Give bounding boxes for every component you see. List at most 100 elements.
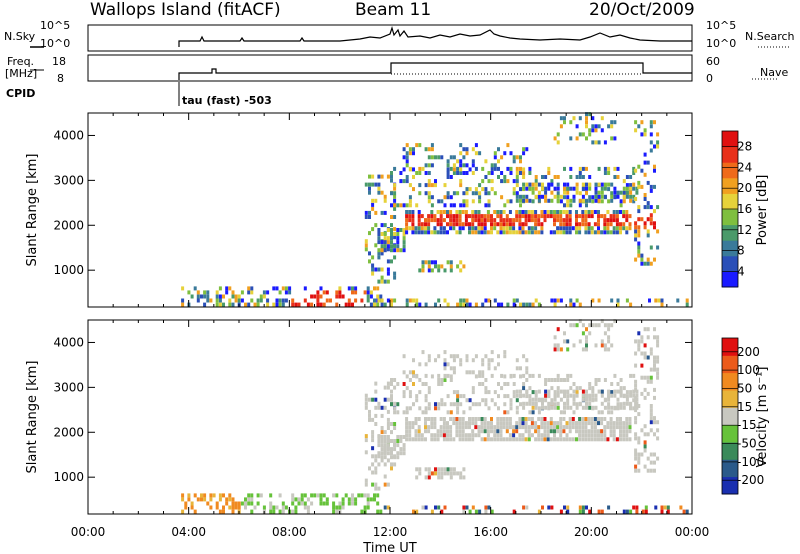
power-cell-1185 — [512, 298, 516, 303]
power-cell-667 — [449, 203, 453, 208]
velocity-cell-185 — [380, 426, 384, 430]
velocity-cell-1033 — [490, 358, 494, 363]
power-cell-448 — [530, 226, 534, 231]
power-cell-1009 — [493, 163, 497, 168]
nsearch-tick-high: 10^5 — [706, 19, 737, 32]
velocity-cell-2 — [181, 493, 185, 498]
velocity-cell-1215 — [484, 509, 488, 514]
velocity-cell-651 — [393, 378, 397, 382]
power-cell-1073 — [634, 221, 638, 226]
power-cell-1081 — [637, 241, 641, 246]
power-cell-440 — [524, 214, 528, 219]
power-cell-1154 — [390, 298, 393, 303]
velocity-cell-449 — [527, 437, 531, 442]
velocity-cell-1065 — [578, 339, 582, 344]
power-cell-1019 — [512, 155, 516, 160]
velocity-cell-867 — [625, 390, 629, 395]
velocity-cell-21 — [215, 505, 219, 510]
velocity-cell-1002 — [443, 366, 447, 371]
velocity-cell-499 — [559, 429, 563, 434]
power-cell-887 — [563, 186, 566, 191]
power-cell-628 — [405, 179, 409, 184]
velocity-colorbar-swatch-6 — [722, 372, 738, 391]
power-cell-489 — [559, 214, 563, 219]
velocity-cell-1041 — [509, 374, 513, 379]
velocity-cell-1059 — [566, 347, 570, 352]
power-cell-1051 — [591, 128, 595, 133]
power-cell-858 — [531, 182, 535, 187]
power-cell-14 — [206, 298, 210, 303]
power-cell-927 — [603, 182, 607, 187]
power-cell-1212 — [654, 298, 658, 303]
power-cell-551 — [603, 222, 607, 227]
power-cell-277 — [417, 230, 421, 235]
power-cell-874 — [547, 186, 551, 191]
power-cell-636 — [412, 175, 415, 179]
power-cell-195 — [386, 247, 390, 252]
velocity-colorbar-swatch-3 — [722, 424, 738, 443]
power-cell-972 — [427, 155, 431, 160]
velocity-cell-381 — [483, 437, 487, 442]
power-cell-1162 — [418, 302, 422, 307]
power-colorbar-swatch-9 — [722, 131, 738, 148]
power-cell-354 — [471, 226, 475, 231]
velocity-cell-1009 — [449, 354, 453, 359]
velocity-cell-543 — [587, 433, 591, 438]
velocity-cell-114 — [341, 501, 345, 506]
velocity-cell-197 — [386, 482, 390, 487]
velocity-cell-276 — [408, 425, 412, 430]
power-cell-133 — [364, 247, 368, 252]
power-cell-473 — [549, 214, 553, 219]
power-cell-468 — [543, 214, 547, 219]
power-cell-261 — [405, 222, 409, 227]
power-cell-498 — [565, 222, 569, 227]
velocity-cell-638 — [452, 471, 456, 476]
power-colorbar-tick-3: 16 — [737, 202, 752, 216]
power-cell-71 — [284, 298, 288, 303]
velocity-cell-676 — [421, 382, 425, 386]
velocity-cell-1102 — [634, 432, 638, 437]
power-cell-841 — [515, 198, 519, 203]
velocity-cell-946 — [591, 389, 595, 394]
power-cell-288 — [424, 226, 427, 231]
velocity-cell-54 — [253, 505, 257, 510]
nave-label: Nave — [760, 66, 789, 79]
power-cell-980 — [440, 155, 444, 160]
power-cell-690 — [468, 187, 472, 192]
power-cell-1063 — [610, 136, 614, 141]
power-cell-328 — [452, 222, 456, 227]
power-cell-1024 — [522, 151, 526, 156]
velocity-cell-1195 — [656, 339, 660, 344]
power-cell-632 — [408, 195, 412, 200]
power-cell-257 — [402, 232, 406, 236]
power-cell-888 — [563, 182, 566, 187]
power-cell-357 — [471, 214, 475, 219]
velocity-cell-962 — [613, 405, 617, 410]
velocity-cell-698 — [443, 402, 447, 407]
velocity-cell-505 — [562, 425, 566, 430]
power-cell-315 — [442, 226, 446, 231]
velocity-cell-1156 — [646, 327, 650, 332]
velocity-cell-239 — [383, 439, 387, 443]
velocity-cell-1213 — [474, 509, 478, 514]
velocity-cell-637 — [449, 467, 453, 472]
power-cell-1215 — [660, 298, 664, 303]
velocity-cell-43 — [240, 501, 244, 506]
velocity-cell-1020 — [468, 370, 472, 375]
velocity-cell-913 — [559, 397, 563, 402]
velocity-cell-724 — [471, 386, 475, 391]
power-cell-122 — [369, 294, 373, 299]
power-cell-162 — [374, 198, 378, 203]
velocity-cell-712 — [456, 398, 460, 403]
power-cell-1148 — [377, 298, 381, 303]
power-cell-1085 — [637, 217, 641, 222]
velocity-cell-826 — [575, 402, 579, 407]
velocity-cell-480 — [546, 429, 550, 434]
velocity-cell-557 — [593, 421, 597, 426]
velocity-cell-1090 — [607, 335, 611, 340]
velocity-colorbar-tick-2: 50 — [737, 382, 752, 396]
velocity-cell-805 — [553, 378, 557, 382]
velocity-cell-783 — [537, 410, 541, 415]
power-cell-626 — [402, 179, 406, 184]
power-cell-237 — [390, 244, 393, 249]
